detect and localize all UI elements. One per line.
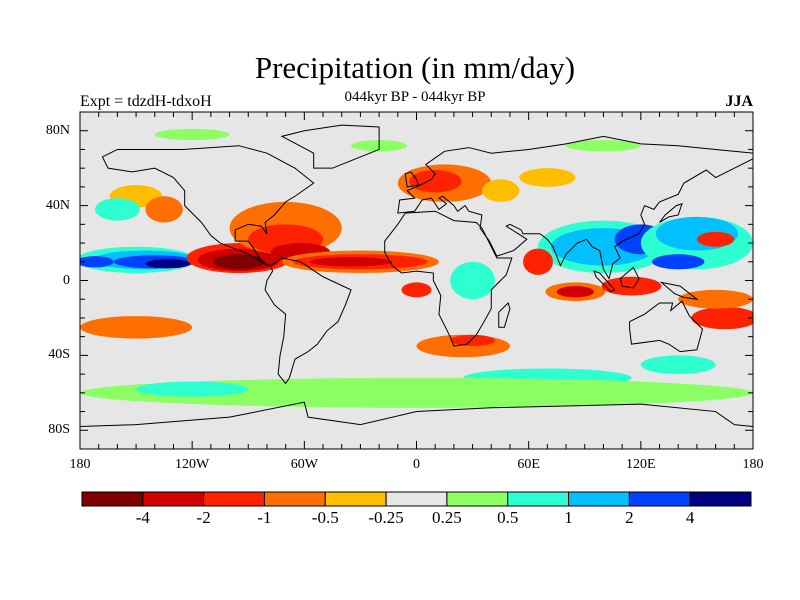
coastlines (80, 124, 753, 428)
coastline-britain (404, 171, 420, 188)
y-tick-label: 0 (63, 272, 70, 288)
colorbar-label: -4 (135, 508, 150, 527)
x-tick-label: 120W (175, 457, 210, 472)
colorbar-label: 2 (625, 508, 634, 527)
colorbar-label: -0.25 (368, 508, 404, 527)
anomaly-region (450, 334, 496, 347)
anomaly-region (145, 196, 183, 223)
colorbar-swatch (385, 491, 448, 507)
x-tick-label: 60W (290, 457, 318, 472)
colorbar-swatch (203, 491, 265, 507)
colorbar-swatch (446, 491, 509, 507)
anomaly-region (678, 289, 753, 309)
anomaly-layer (80, 128, 753, 408)
colorbar-label: 1 (564, 508, 573, 527)
anomaly-region (80, 316, 193, 339)
anomaly-region (640, 355, 716, 375)
x-tick-label: 120E (626, 457, 656, 472)
colorbar-swatch (142, 491, 205, 507)
y-tick-label: 40S (48, 347, 70, 363)
y-tick-label: 80S (48, 422, 70, 438)
colorbar-swatch (263, 491, 326, 507)
colorbar-label: -2 (196, 508, 211, 527)
figure-title: Precipitation (in mm/day) (254, 50, 576, 85)
anomaly-region (519, 168, 576, 187)
x-tick-label: 180 (69, 457, 91, 472)
x-tick-label: 180 (742, 457, 764, 472)
anomaly-region (601, 276, 662, 296)
anomaly-region (309, 257, 393, 267)
anomaly-region (691, 306, 753, 330)
coastline-greenland (280, 124, 380, 169)
anomaly-region (136, 381, 249, 397)
colorbar-swatch (507, 491, 570, 507)
colorbar-label: -0.5 (311, 508, 339, 527)
colorbar-swatch (81, 491, 144, 507)
anomaly-region (145, 258, 191, 269)
anomaly-region (409, 170, 462, 193)
coastline-north-america (101, 145, 315, 267)
period-label: 044kyr BP - 044kyr BP (344, 89, 486, 105)
x-tick-label: 0 (413, 457, 420, 472)
anomaly-region (696, 231, 735, 247)
colorbar-label: -1 (257, 508, 272, 527)
coastline-antarctica (80, 401, 753, 428)
colorbar-swatch (689, 491, 752, 507)
anomaly-region (80, 256, 114, 268)
anomaly-region (401, 282, 432, 298)
coastline-africa (384, 210, 513, 347)
colorbar-label: 4 (685, 508, 695, 527)
colorbar-swatch (324, 491, 387, 507)
y-tick-label: 80N (45, 122, 70, 138)
anomaly-region (556, 286, 595, 298)
colorbar-label: 0.25 (432, 508, 462, 527)
colorbar-swatch (568, 491, 630, 507)
anomaly-region (566, 140, 641, 152)
coastline-madagascar (498, 302, 511, 328)
anomaly-region (481, 179, 520, 202)
colorbar-swatch (628, 491, 691, 507)
x-tick-label: 60E (517, 457, 540, 472)
anomaly-region (450, 261, 496, 300)
anomaly-region (523, 248, 553, 275)
anomaly-region (94, 198, 140, 221)
experiment-label: Expt = tdzdH-tdxoH (80, 93, 212, 110)
coastline-japan (659, 202, 683, 223)
coastline-new-guinea (659, 281, 699, 300)
y-tick-label: 40N (45, 197, 70, 213)
coastline-south-america (264, 257, 352, 385)
coastline-australia (629, 300, 704, 353)
anomaly-region (80, 377, 753, 408)
season-label: JJA (725, 93, 753, 110)
anomaly-region (652, 254, 705, 270)
coastline-borneo (619, 266, 640, 289)
anomaly-region (212, 254, 266, 270)
anomaly-region (154, 128, 230, 141)
colorbar-label: 0.5 (497, 508, 519, 527)
coastline-sumatra (593, 270, 616, 293)
coastline-eurasia (397, 135, 753, 280)
